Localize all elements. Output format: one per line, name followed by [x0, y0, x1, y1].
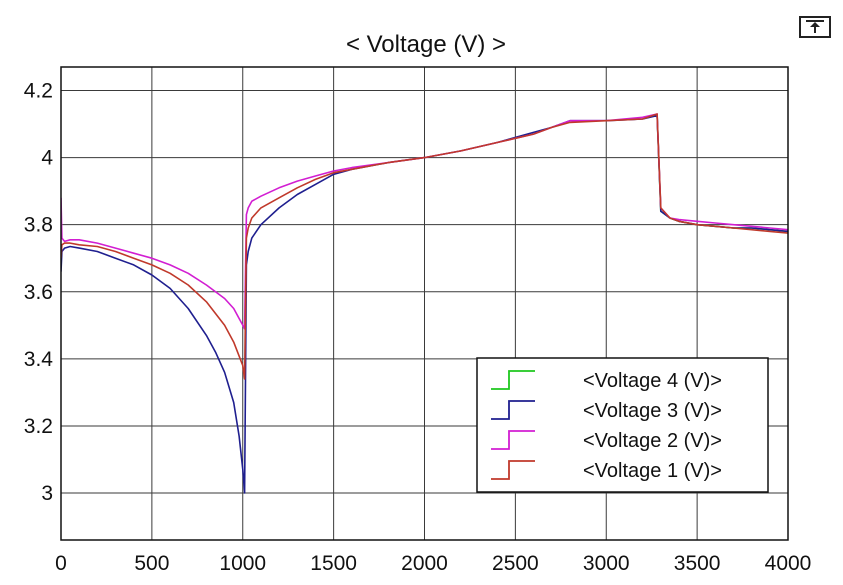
x-tick-label: 4000: [765, 552, 812, 575]
x-tick-label: 1500: [310, 552, 357, 575]
x-tick-label: 500: [134, 552, 169, 575]
x-axis-ticks: 0 500 1000 1500 2000 2500 3000 3500 4000: [55, 552, 811, 575]
y-tick-label: 3.8: [24, 214, 53, 237]
series-line-3: [61, 114, 788, 494]
x-tick-label: 2000: [401, 552, 448, 575]
legend: <Voltage 4 (V)> <Voltage 3 (V)> <Voltage 2…: [476, 357, 769, 493]
grid-lines: [60, 67, 789, 540]
legend-entry-label: <Voltage 2 (V)>: [583, 430, 722, 452]
legend-entry-label: <Voltage 3 (V)>: [583, 400, 722, 422]
y-tick-label: 3.6: [24, 281, 53, 304]
legend-entry-label: <Voltage 1 (V)>: [583, 460, 722, 482]
plot-area-frame: [60, 66, 789, 541]
y-tick-label: 4.2: [24, 79, 53, 102]
series-line-1: [61, 113, 788, 380]
x-tick-label: 2500: [492, 552, 539, 575]
legend-swatch: [491, 430, 535, 450]
undock-arrow-icon: [806, 20, 824, 33]
legend-swatch: [491, 400, 535, 420]
x-tick-label: 3500: [674, 552, 721, 575]
series-line-4: [656, 113, 788, 233]
y-tick-label: 4: [41, 147, 53, 170]
y-tick-label: 3: [41, 482, 53, 505]
y-tick-label: 3.4: [24, 348, 54, 371]
x-tick-label: 3000: [583, 552, 630, 575]
legend-box: [476, 357, 769, 493]
series-layer: [61, 113, 788, 494]
legend-entry-label: <Voltage 4 (V)>: [583, 370, 722, 392]
y-axis-ticks: 3 3.2 3.4 3.6 3.8 4 4.2: [24, 79, 54, 505]
undock-button[interactable]: [799, 16, 831, 38]
x-tick-label: 1000: [219, 552, 266, 575]
x-tick-label: 0: [55, 552, 67, 575]
y-tick-label: 3.2: [24, 415, 53, 438]
legend-swatch: [491, 370, 535, 390]
chart-title: < Voltage (V) >: [346, 31, 506, 58]
legend-swatch: [491, 460, 535, 480]
